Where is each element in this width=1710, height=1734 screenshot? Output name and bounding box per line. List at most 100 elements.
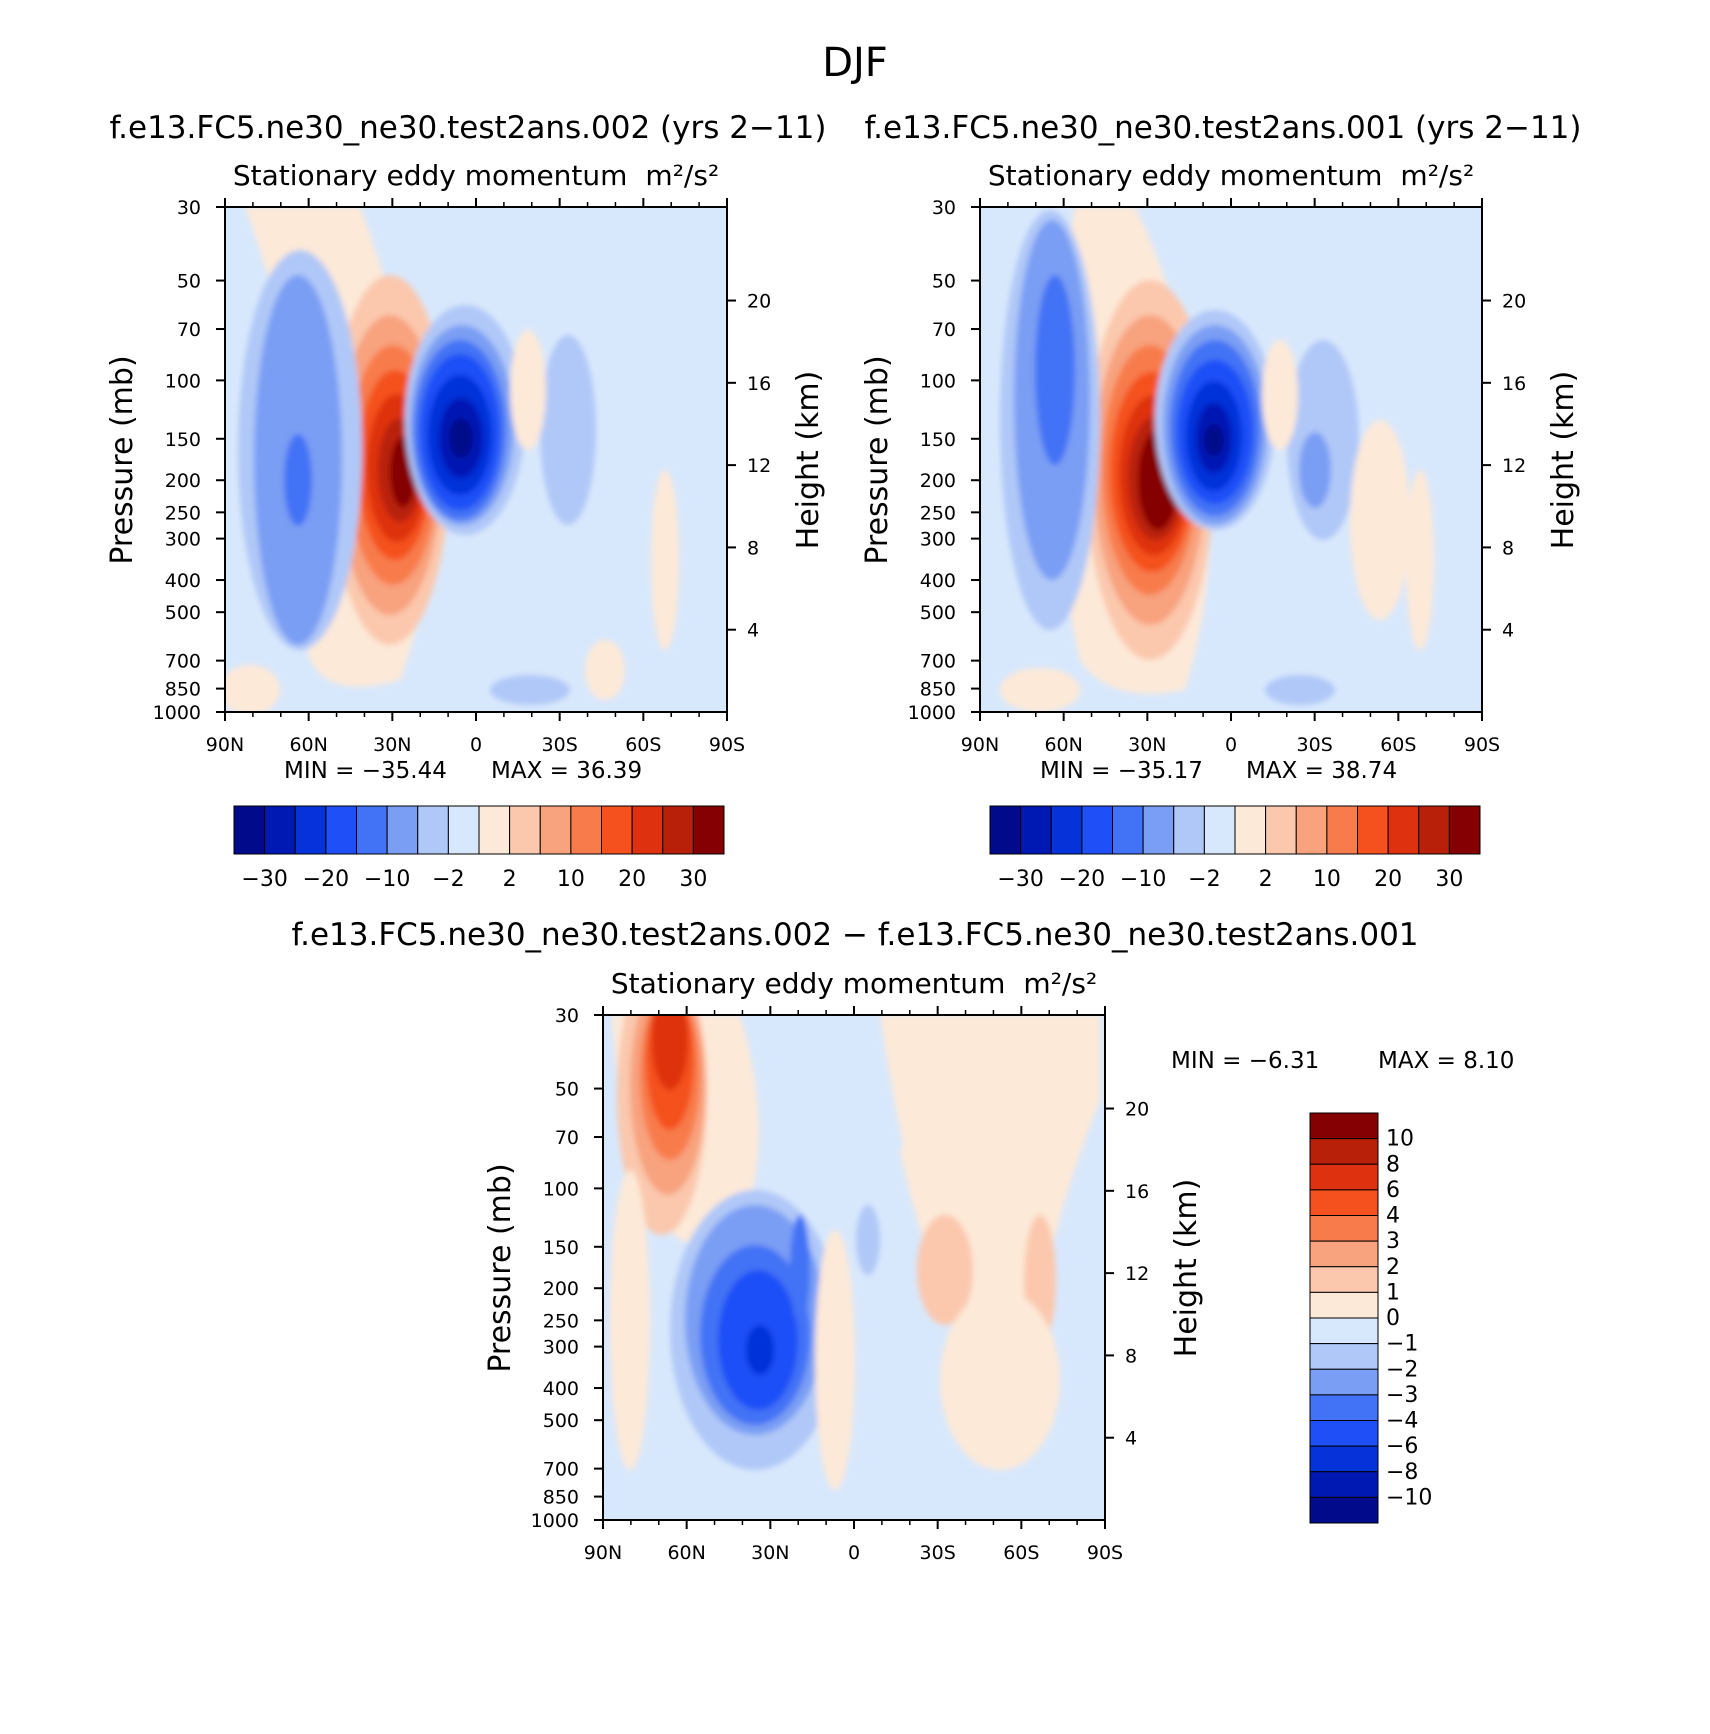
panel-variable: Stationary eddy momentum bbox=[233, 159, 628, 192]
x-tick-label: 90N bbox=[206, 734, 244, 756]
colorbar-label: −1 bbox=[1386, 1332, 1418, 1357]
y-tick-label: 1000 bbox=[531, 1510, 579, 1532]
colorbar-label: 2 bbox=[503, 867, 517, 892]
x-tick-label: 60N bbox=[667, 1542, 705, 1564]
contour-field bbox=[225, 207, 727, 712]
contour-blobs bbox=[225, 207, 679, 712]
y2-tick-label: 16 bbox=[1502, 373, 1526, 395]
y-axis-label: Pressure (mb) bbox=[860, 355, 895, 564]
colorbar-swatch bbox=[1309, 1496, 1379, 1524]
panel-subtitle: Stationary eddy momentum m²/s² bbox=[611, 967, 1097, 1000]
colorbar-swatch bbox=[1309, 1138, 1379, 1165]
y-tick-label: 850 bbox=[543, 1487, 579, 1509]
y-tick-label: 100 bbox=[165, 370, 201, 392]
colorbar-swatch bbox=[1448, 805, 1481, 855]
max-label: MAX = 36.39 bbox=[491, 758, 642, 784]
y2-tick-label: 20 bbox=[1125, 1099, 1149, 1121]
colorbar-label: 30 bbox=[1435, 867, 1463, 892]
colorbar-swatch bbox=[1309, 1291, 1379, 1319]
colorbar-swatch bbox=[1112, 805, 1144, 855]
colorbar-label: 3 bbox=[1386, 1229, 1400, 1254]
colorbar-swatch bbox=[1173, 805, 1205, 855]
colorbar-swatch bbox=[1203, 805, 1236, 855]
x-tick-label: 60N bbox=[1044, 734, 1082, 756]
x-tick-label: 30N bbox=[373, 734, 411, 756]
y-tick-label: 700 bbox=[920, 651, 956, 673]
contour-blobs bbox=[1000, 207, 1434, 712]
colorbar-swatch bbox=[1309, 1189, 1379, 1216]
panel-difference: Stationary eddy momentum m²/s² bbox=[483, 967, 1514, 1564]
panel-case-001: Stationary eddy momentum m²/s² bbox=[860, 159, 1581, 892]
colorbar-label: 4 bbox=[1386, 1204, 1400, 1229]
colorbar-swatch bbox=[1387, 805, 1420, 855]
y2-tick-label: 12 bbox=[1502, 455, 1526, 477]
x-tick-label: 90N bbox=[961, 734, 999, 756]
case-title-left: f.e13.FC5.ne30_ne30.test2ans.002 (yrs 2−… bbox=[110, 110, 827, 146]
y-axis-label: Pressure (mb) bbox=[105, 355, 140, 564]
x-tick-label: 30N bbox=[751, 1542, 789, 1564]
min-label: MIN = −6.31 bbox=[1171, 1048, 1319, 1074]
x-tick-label: 60S bbox=[1003, 1542, 1039, 1564]
y2-tick-label: 4 bbox=[1502, 620, 1514, 642]
colorbar-swatch bbox=[447, 805, 480, 855]
colorbar-label: 30 bbox=[679, 867, 707, 892]
colorbar-label: −30 bbox=[997, 867, 1043, 892]
panel-variable: Stationary eddy momentum bbox=[988, 159, 1383, 192]
y2-tick-label: 4 bbox=[1125, 1428, 1137, 1450]
y-tick-label: 150 bbox=[543, 1237, 579, 1259]
y-tick-label: 150 bbox=[165, 429, 201, 451]
min-label: MIN = −35.17 bbox=[1040, 758, 1203, 784]
panel-variable: Stationary eddy momentum bbox=[611, 967, 1006, 1000]
axes: 90N 60N 30N 0 30S 60S 90S 30 50 70 100 150 200 250 300… bbox=[153, 197, 772, 756]
colorbar-swatch bbox=[386, 805, 419, 855]
y-tick-label: 400 bbox=[543, 1378, 579, 1400]
y-tick-label: 700 bbox=[165, 651, 201, 673]
colorbar-swatch bbox=[1309, 1215, 1379, 1242]
y-tick-label: 700 bbox=[543, 1459, 579, 1481]
colorbar-label: −2 bbox=[1386, 1357, 1418, 1382]
colorbar-swatch bbox=[662, 805, 694, 855]
colorbar-swatch bbox=[539, 805, 572, 855]
colorbar-label: 10 bbox=[1386, 1127, 1414, 1152]
colorbar-label: −10 bbox=[1386, 1485, 1432, 1510]
y-tick-label: 250 bbox=[920, 502, 956, 524]
colorbar-swatch bbox=[478, 805, 511, 855]
colorbar-swatch bbox=[1309, 1240, 1379, 1268]
contour-blobs bbox=[610, 1015, 1100, 1490]
colorbar-label: −2 bbox=[432, 867, 464, 892]
y-tick-label: 250 bbox=[543, 1310, 579, 1332]
colorbar-swatch bbox=[692, 805, 725, 855]
y2-axis-label: Height (km) bbox=[1169, 1179, 1204, 1358]
x-tick-label: 90S bbox=[709, 734, 745, 756]
y-tick-label: 200 bbox=[543, 1278, 579, 1300]
colorbar-label: −10 bbox=[364, 867, 410, 892]
colorbar-label: −6 bbox=[1386, 1434, 1418, 1459]
colorbar-swatch bbox=[509, 805, 541, 855]
y2-tick-label: 12 bbox=[1125, 1263, 1149, 1285]
colorbar-swatch bbox=[1142, 805, 1175, 855]
y-tick-label: 150 bbox=[920, 429, 956, 451]
colorbar-swatch bbox=[1309, 1163, 1379, 1191]
colorbar-swatch bbox=[325, 805, 357, 855]
colorbar-swatch bbox=[1326, 805, 1358, 855]
y-tick-label: 500 bbox=[543, 1410, 579, 1432]
colorbar-label: −20 bbox=[303, 867, 349, 892]
colorbar-label: −30 bbox=[241, 867, 287, 892]
y2-tick-label: 16 bbox=[1125, 1181, 1149, 1203]
y-tick-label: 100 bbox=[920, 370, 956, 392]
y-tick-label: 300 bbox=[920, 529, 956, 551]
colorbar: −30 −20 −10 −2 2 10 20 30 bbox=[989, 805, 1481, 892]
axes: 90N 60N 30N 0 30S 60S 90S 30 50 70 100 150 200 250 300… bbox=[531, 1005, 1150, 1564]
contour-field bbox=[603, 1015, 1105, 1520]
y-tick-label: 200 bbox=[165, 470, 201, 492]
x-tick-label: 30N bbox=[1128, 734, 1166, 756]
x-tick-label: 30S bbox=[920, 1542, 956, 1564]
y-tick-label: 30 bbox=[932, 197, 956, 219]
y-tick-label: 70 bbox=[177, 319, 201, 341]
colorbar-label: 10 bbox=[557, 867, 585, 892]
y-tick-label: 70 bbox=[932, 319, 956, 341]
colorbar-label: 20 bbox=[618, 867, 646, 892]
x-tick-label: 60S bbox=[1380, 734, 1416, 756]
